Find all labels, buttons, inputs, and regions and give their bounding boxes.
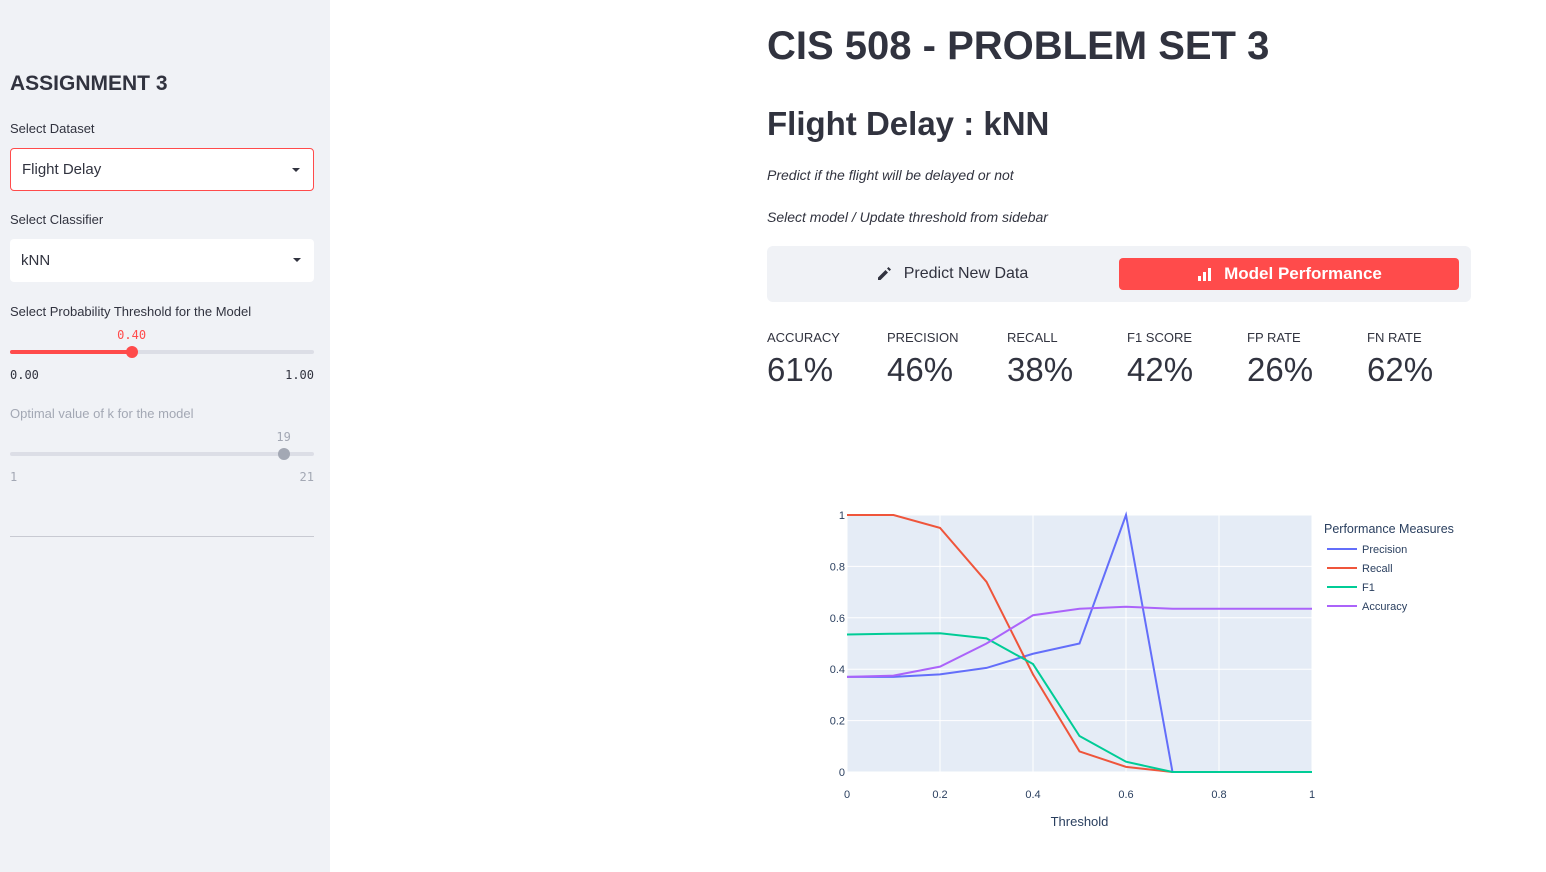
tab-label: Predict New Data	[903, 265, 1029, 282]
y-tick-label: 0	[839, 767, 845, 779]
legend-item-recall[interactable]: Recall	[1362, 563, 1393, 575]
metric-f1-score: F1 SCORE 42%	[1127, 330, 1193, 389]
y-tick-label: 0.4	[830, 664, 845, 676]
sidebar-heading: ASSIGNMENT 3	[10, 72, 168, 95]
page-subtitle: Flight Delay : kNN	[767, 105, 1050, 142]
x-tick-label: 0.6	[1118, 789, 1133, 801]
y-tick-label: 0.6	[830, 613, 845, 625]
metric-label: F1 SCORE	[1127, 330, 1193, 345]
dataset-select-value: Flight Delay	[22, 161, 102, 178]
metric-label: ACCURACY	[767, 330, 840, 345]
metric-value: 26%	[1247, 351, 1314, 388]
y-tick-label: 1	[839, 510, 845, 522]
metric-label: PRECISION	[887, 330, 959, 345]
slider-track	[10, 452, 314, 456]
performance-chart[interactable]: 0 0.2 0.4 0.6 0.8 1 0 0.2 0.4 0.6 0.8 1 Threshold Per…	[790, 505, 1490, 845]
page-title: CIS 508 - PROBLEM SET 3	[767, 24, 1270, 68]
tab-model-performance[interactable]: Model Performance	[1119, 258, 1459, 290]
tab-predict-new-data[interactable]: Predict New Data	[787, 258, 1117, 290]
metric-value: 38%	[1007, 351, 1074, 388]
series-line-f1[interactable]	[846, 632, 1312, 773]
x-tick-label: 0.4	[1025, 789, 1040, 801]
slider-thumb[interactable]	[125, 346, 138, 358]
x-axis-title: Threshold	[1051, 814, 1109, 829]
instruction-text: Select model / Update threshold from sid…	[767, 209, 1048, 225]
dataset-label: Select Dataset	[10, 121, 95, 136]
classifier-select-value: kNN	[21, 252, 51, 269]
metric-value: 62%	[1367, 351, 1434, 388]
sidebar: ASSIGNMENT 3 Select Dataset Flight Delay…	[0, 0, 330, 872]
sidebar-divider	[10, 536, 314, 537]
legend-item-precision[interactable]: Precision	[1362, 544, 1407, 556]
y-tick-label: 0.2	[830, 716, 845, 728]
metric-value: 46%	[887, 351, 954, 388]
metric-label: FN RATE	[1367, 330, 1422, 345]
metric-fp-rate: FP RATE 26%	[1247, 330, 1313, 389]
slider-track	[10, 350, 314, 354]
slider-max-label: 1.00	[285, 368, 314, 382]
legend-item-accuracy[interactable]: Accuracy	[1362, 601, 1408, 613]
x-tick-label: 1	[1309, 789, 1315, 801]
slider-min-label: 1	[10, 470, 18, 484]
caret-down-icon	[292, 168, 300, 172]
x-tick-label: 0.2	[932, 789, 947, 801]
metric-accuracy: ACCURACY 61%	[767, 330, 840, 389]
legend-title: Performance Measures	[1324, 522, 1454, 536]
description-text: Predict if the flight will be delayed or…	[767, 167, 1014, 183]
tab-label: Model Performance	[1224, 264, 1382, 283]
slider-current-value: 19	[276, 430, 291, 444]
pencil-icon	[876, 266, 892, 282]
metric-fn-rate: FN RATE 62%	[1367, 330, 1433, 389]
k-label: Optimal value of k for the model	[10, 406, 194, 421]
metric-label: RECALL	[1007, 330, 1058, 345]
legend-item-f1[interactable]: F1	[1362, 582, 1375, 594]
slider-min-label: 0.00	[10, 368, 39, 382]
classifier-label: Select Classifier	[10, 212, 104, 227]
x-tick-label: 0.8	[1211, 789, 1226, 801]
tab-bar: Predict New Data Model Performance	[767, 246, 1471, 302]
y-tick-label: 0.8	[830, 561, 845, 573]
threshold-label: Select Probability Threshold for the Mod…	[10, 304, 252, 319]
metric-value: 42%	[1127, 351, 1194, 388]
metric-label: FP RATE	[1247, 330, 1301, 345]
slider-fill	[10, 350, 132, 354]
slider-max-label: 21	[299, 470, 314, 484]
series-line-accuracy[interactable]	[846, 605, 1312, 678]
dataset-select[interactable]: Flight Delay	[10, 148, 314, 191]
caret-down-icon	[293, 258, 301, 262]
metric-recall: RECALL 38%	[1007, 330, 1073, 389]
slider-thumb	[277, 448, 290, 460]
metric-value: 61%	[767, 351, 834, 388]
x-tick-label: 0	[844, 789, 850, 801]
classifier-select[interactable]: kNN	[10, 239, 314, 282]
bar-chart-icon	[1196, 267, 1212, 281]
slider-current-value: 0.40	[117, 328, 147, 342]
metric-precision: PRECISION 46%	[887, 330, 959, 389]
